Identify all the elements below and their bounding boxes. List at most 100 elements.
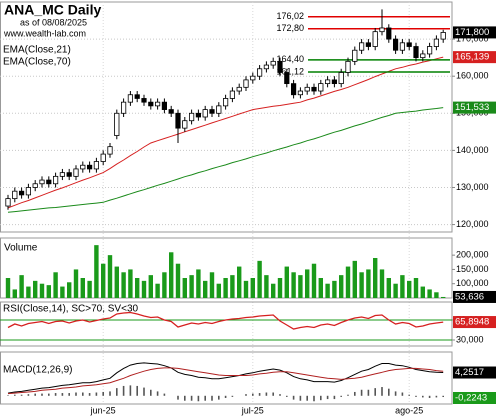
macd-hist [286,395,288,397]
candle-body [318,83,324,92]
last-value-box [453,366,496,379]
last-value-label: 165,139 [455,52,489,63]
candle-body [229,90,235,99]
last-value-box [453,51,496,64]
volume-bar [264,275,269,298]
volume-bar [352,260,357,298]
candle-body [80,164,86,170]
macd-hist [401,392,404,396]
volume-bar [39,283,45,298]
volume-bar [33,280,38,298]
volume-bar [101,263,106,298]
y-tick-label: 100,000 [456,278,489,288]
macd-hist [388,388,390,396]
volume-bar [325,283,330,298]
macd-hist [54,393,57,396]
macd-hist [360,389,363,396]
macd-hist [435,395,438,398]
candle-body [107,146,113,155]
volume-bar [155,283,160,298]
macd-hist [27,394,30,396]
candle-body [236,86,242,92]
pane-frame [0,351,453,405]
candle-body [399,42,406,51]
macd-hist [245,394,247,396]
volume-bar [311,263,317,298]
volume-bar [318,278,323,298]
y-tick-label: 30,000 [456,334,484,344]
macd-hist [177,395,179,400]
candle-body [216,105,222,114]
macd-hist [381,387,383,396]
y-tick-label: 170,000 [456,33,489,43]
macd-hist [41,393,43,396]
candle-body [413,46,419,59]
last-value-box [453,290,496,303]
macd-hist [374,388,376,396]
macd-hist [340,395,342,397]
candle-body [39,179,45,185]
volume-bar [67,282,72,298]
macd-hist [7,395,9,396]
volume-bar [216,283,221,298]
candle-body [18,190,25,196]
macd-hist [299,395,302,401]
macd-hist [150,389,152,396]
ema-line [7,107,444,213]
volume-bar [182,278,187,298]
macd-hist [109,391,111,396]
volume-bar [162,272,167,298]
y-tick-label: 130,000 [456,182,489,192]
last-value-label: 151,533 [455,102,489,113]
candle-body [331,79,338,85]
candle-body [392,38,399,51]
macd-hist [95,392,98,396]
volume-bar [196,269,201,298]
macd-hist [156,391,159,396]
rsi-line [7,311,444,330]
volume-bar [189,275,194,298]
macd-hist [428,395,431,398]
macd-line [7,362,444,394]
level-label: 164,40 [276,54,304,64]
volume-bar [291,272,296,298]
macd-hist [34,393,36,396]
volume-bar [46,285,51,298]
volume-bar [121,272,126,298]
volume-bar [87,280,92,298]
volume-bar [148,275,153,298]
chart-subtitle: as of 08/08/2025 [20,17,87,27]
macd-hist [184,395,186,401]
volume-bar [284,266,289,298]
candle-body [284,72,290,85]
last-value-label: -0,2243 [455,393,487,404]
macd-hist [82,392,84,396]
volume-bar [386,278,391,298]
macd-hist [313,395,315,402]
volume-bar [250,278,255,298]
volume-bar [434,292,439,298]
candle-body [324,79,331,85]
macd-hist [306,395,308,401]
volume-bar [128,269,133,298]
volume-bar [223,278,228,298]
macd-hist [442,395,444,398]
macd-hist [75,392,77,396]
x-tick-label: ago-25 [395,405,423,415]
volume-bar [277,278,283,298]
candle-body [386,27,392,40]
volume-bar [237,266,242,298]
last-value-label: 53,636 [455,291,484,302]
candle-body [433,38,440,47]
macd-line [7,367,444,395]
candle-body [209,109,215,114]
pane-title: RSI(Close,14), SC>70, SV<30 [3,304,139,315]
candle-body [222,98,229,107]
candle-body [379,27,385,33]
macd-hist [354,391,356,396]
y-tick-label: 160,000 [456,71,489,81]
macd-hist [422,395,424,398]
macd-hist [252,393,254,396]
pane-frame [0,301,453,347]
